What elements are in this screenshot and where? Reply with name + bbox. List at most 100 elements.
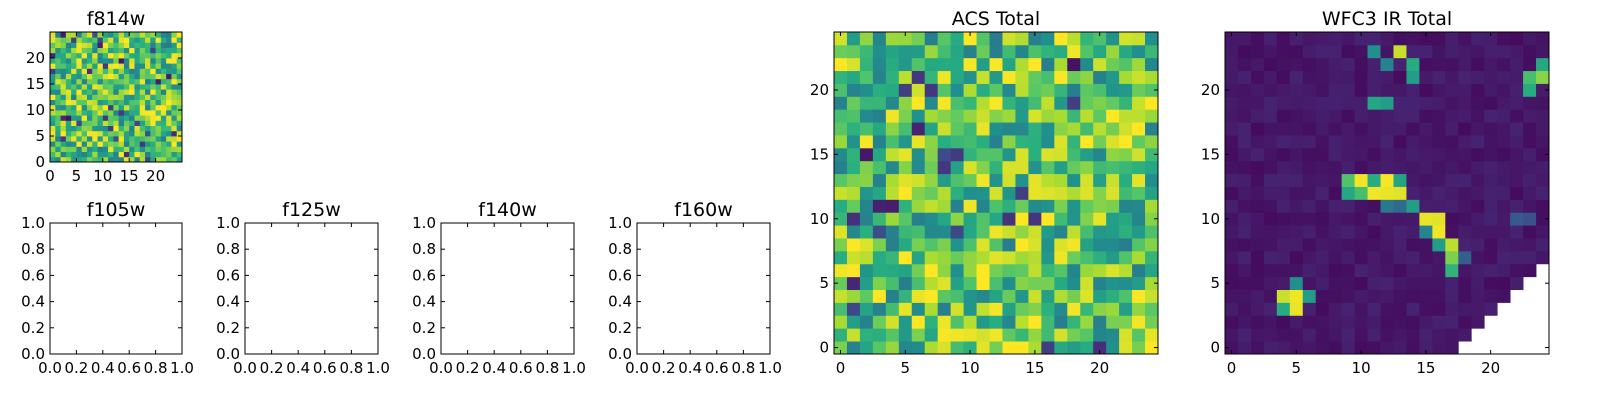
heatmap-cell xyxy=(1106,250,1120,265)
heatmap-cell xyxy=(1367,199,1381,213)
heatmap-cell xyxy=(1484,135,1498,149)
heatmap-cell xyxy=(1536,212,1550,226)
heatmap-cell xyxy=(145,89,151,95)
heatmap-cell xyxy=(1341,289,1355,303)
heatmap-cell xyxy=(1119,212,1133,226)
heatmap-cell xyxy=(145,146,151,152)
heatmap-cell xyxy=(1145,96,1159,110)
heatmap-cell xyxy=(92,120,98,126)
heatmap-cell xyxy=(65,125,72,132)
heatmap-cell xyxy=(92,58,98,64)
heatmap-cell xyxy=(1028,302,1042,316)
heatmap-cell xyxy=(65,68,72,74)
heatmap-cell xyxy=(150,94,156,100)
heatmap-cell xyxy=(1093,302,1107,316)
heatmap-cell xyxy=(118,151,125,158)
heatmap-cell xyxy=(1536,186,1550,200)
heatmap-cell xyxy=(898,250,913,265)
y-tick-label: 5 xyxy=(819,274,829,292)
heatmap-cell xyxy=(155,125,162,132)
heatmap-cell xyxy=(139,68,146,74)
heatmap-cell xyxy=(885,109,900,123)
heatmap-cell xyxy=(129,32,135,38)
heatmap-cell xyxy=(1237,57,1252,72)
heatmap-cell xyxy=(1380,328,1394,342)
heatmap-cell xyxy=(102,156,109,163)
heatmap-cell xyxy=(885,44,900,59)
heatmap-cell xyxy=(1523,135,1537,149)
heatmap-cell xyxy=(113,73,120,80)
heatmap-cell xyxy=(846,122,861,136)
y-tick-label: 0.2 xyxy=(608,319,632,337)
heatmap-cell xyxy=(846,57,861,72)
x-tick-label: 0.8 xyxy=(731,359,755,377)
heatmap-cell xyxy=(1432,160,1446,175)
heatmap-cell xyxy=(86,68,93,74)
heatmap-cell xyxy=(1276,302,1291,316)
heatmap-cell xyxy=(1237,160,1252,175)
heatmap-cell xyxy=(139,151,146,158)
heatmap-cell xyxy=(86,94,93,100)
heatmap-cell xyxy=(108,52,114,59)
heatmap-cell xyxy=(1341,341,1355,355)
heatmap-cell xyxy=(1289,263,1304,278)
heatmap-cell xyxy=(55,104,61,111)
heatmap-cell xyxy=(1263,147,1278,162)
y-tick-label: 10 xyxy=(26,101,45,119)
heatmap-cell xyxy=(1445,199,1459,213)
heatmap-cell xyxy=(50,110,56,116)
heatmap-cell xyxy=(989,263,1003,278)
heatmap-cell xyxy=(1250,109,1265,123)
heatmap-cell xyxy=(950,212,964,226)
heatmap-cell xyxy=(1367,328,1381,342)
heatmap-cell xyxy=(1054,225,1068,239)
heatmap-cell xyxy=(50,47,56,54)
heatmap-cell xyxy=(1458,276,1472,290)
heatmap-cell xyxy=(155,68,162,74)
heatmap-cell xyxy=(71,125,77,132)
heatmap-cell xyxy=(976,289,990,303)
heatmap-cell xyxy=(1028,341,1042,355)
heatmap-cell xyxy=(55,156,61,163)
heatmap-cell xyxy=(65,120,72,126)
heatmap-cell xyxy=(145,73,151,80)
heatmap-cell xyxy=(1041,44,1055,59)
heatmap-cell xyxy=(1225,160,1239,175)
heatmap-cell xyxy=(113,42,120,48)
heatmap-cell xyxy=(976,70,990,84)
heatmap-cell xyxy=(129,156,135,163)
heatmap-cell xyxy=(1263,44,1278,59)
heatmap-cell xyxy=(885,32,900,46)
heatmap-cell xyxy=(160,68,167,74)
heatmap-cell xyxy=(176,130,183,137)
heatmap-cell xyxy=(1302,302,1317,316)
heatmap-cell xyxy=(937,32,952,46)
heatmap-cell xyxy=(97,37,104,43)
heatmap-cell xyxy=(1054,238,1068,252)
heatmap-cell xyxy=(1276,289,1291,303)
heatmap-cell xyxy=(1458,225,1472,239)
heatmap-cell xyxy=(150,115,156,121)
heatmap-cell xyxy=(55,78,61,85)
heatmap-cell xyxy=(1225,70,1239,84)
heatmap-cell xyxy=(97,146,104,152)
heatmap-cell xyxy=(1458,212,1472,226)
heatmap-cell xyxy=(155,156,162,163)
heatmap-cell xyxy=(1067,135,1081,149)
heatmap-cell xyxy=(1432,315,1446,329)
heatmap-cell xyxy=(171,141,178,147)
heatmap-cell xyxy=(102,94,109,100)
heatmap-cell xyxy=(1080,96,1094,110)
heatmap-cell xyxy=(113,68,120,74)
heatmap-cell xyxy=(1471,57,1485,72)
heatmap-cell xyxy=(155,73,162,80)
heatmap-cell xyxy=(102,146,109,152)
heatmap-cell xyxy=(859,109,874,123)
heatmap-cell xyxy=(71,146,77,152)
heatmap-cell xyxy=(885,173,900,187)
heatmap-cell xyxy=(1406,96,1420,110)
heatmap-cell xyxy=(1445,289,1459,303)
heatmap-cell xyxy=(1080,225,1094,239)
heatmap-cell xyxy=(145,115,151,121)
heatmap-cell xyxy=(1132,212,1146,226)
